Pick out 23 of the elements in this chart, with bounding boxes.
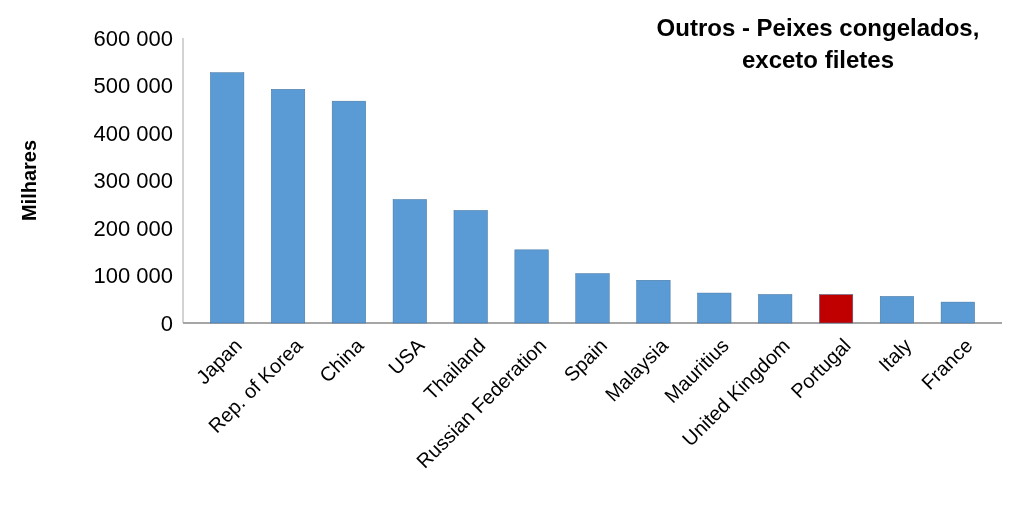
bar xyxy=(514,249,549,324)
bar xyxy=(453,210,488,324)
y-tick-label: 400 000 xyxy=(93,120,173,146)
bar xyxy=(879,296,914,324)
y-tick-label: 300 000 xyxy=(93,168,173,194)
bar xyxy=(758,294,793,324)
bar xyxy=(271,89,306,324)
x-tick-label: Italy xyxy=(874,334,916,376)
y-tick-label: 100 000 xyxy=(93,263,173,289)
bar xyxy=(210,72,245,324)
y-tick-label: 600 000 xyxy=(93,25,173,51)
y-tick-label: 200 000 xyxy=(93,215,173,241)
bar xyxy=(940,301,975,324)
y-axis-title: Milhares xyxy=(18,139,40,222)
bar xyxy=(636,280,671,324)
bar xyxy=(819,294,854,324)
bar xyxy=(392,199,427,324)
chart-title: Outros - Peixes congelados, exceto filetes xyxy=(656,14,980,73)
bar xyxy=(697,292,732,324)
y-tick-label: 0 xyxy=(160,310,173,336)
bar xyxy=(331,100,366,324)
bar xyxy=(575,273,610,324)
y-tick-label: 500 000 xyxy=(93,73,173,99)
